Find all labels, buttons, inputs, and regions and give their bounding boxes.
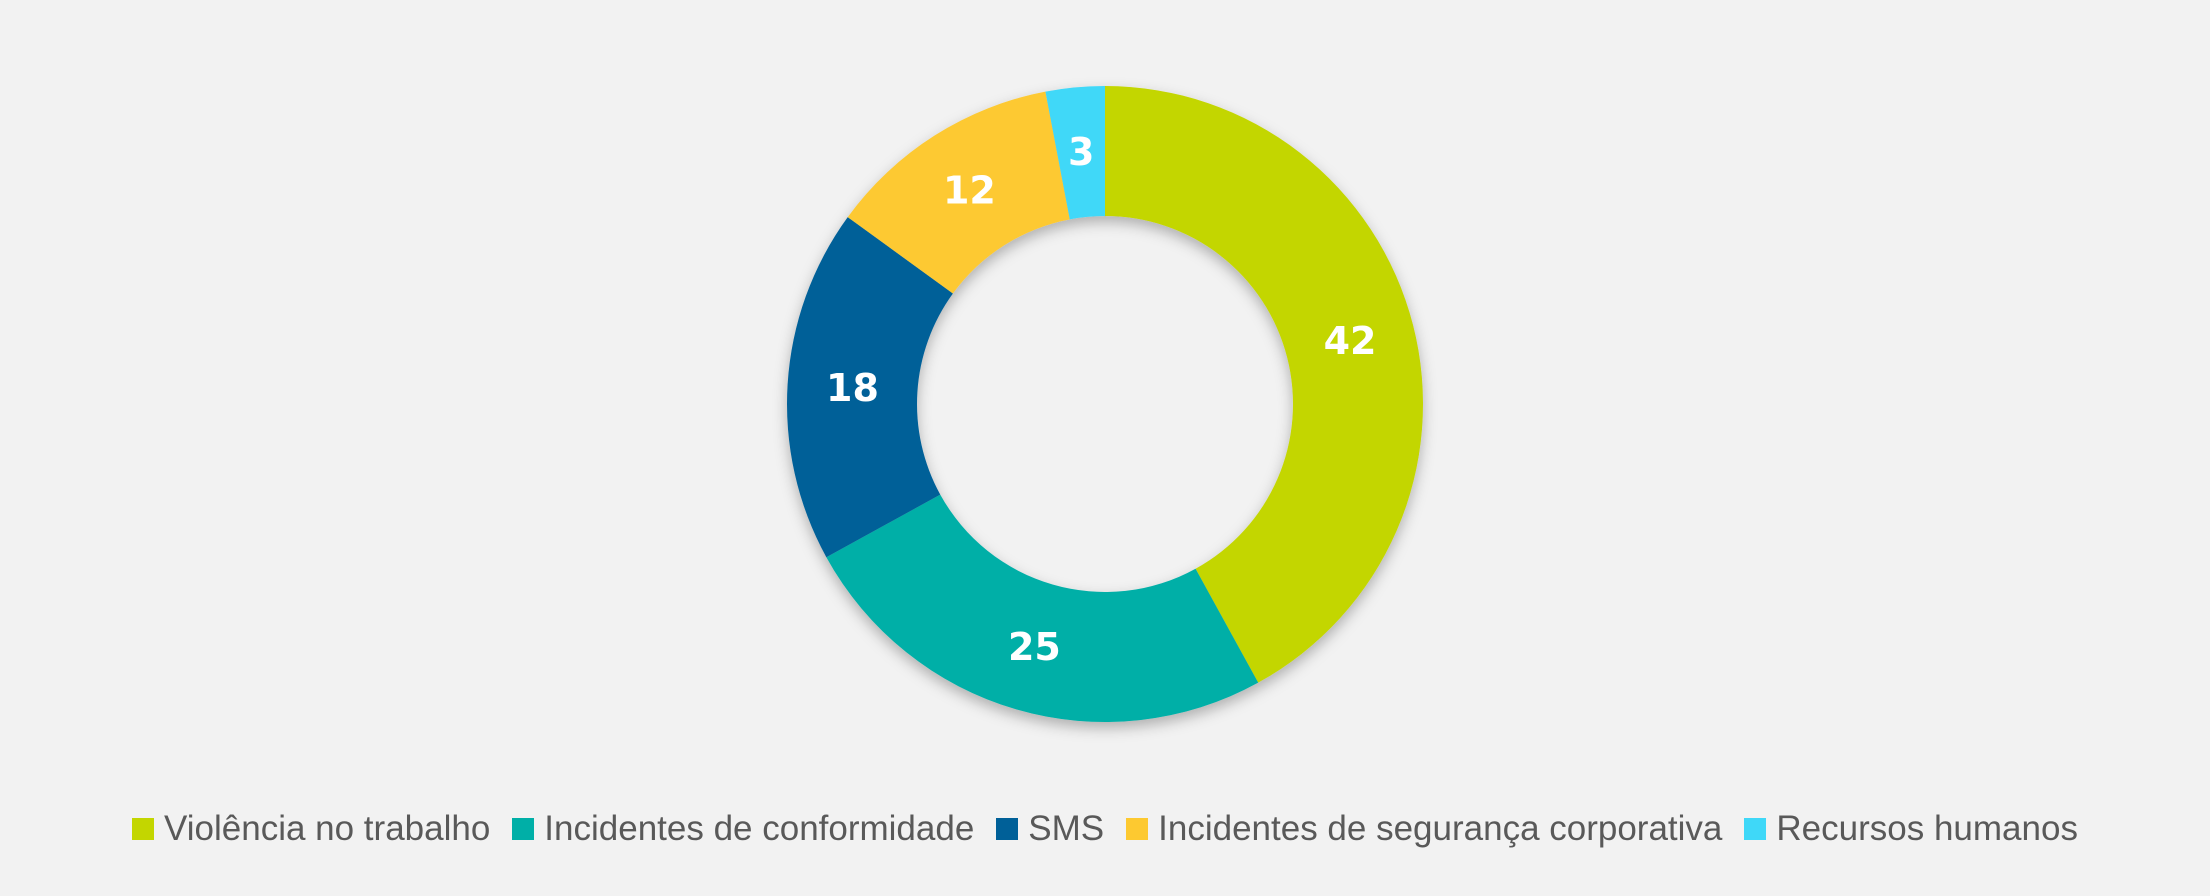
legend: Violência no trabalho Incidentes de confo… [0,804,2210,854]
legend-swatch-3 [1126,818,1149,840]
legend-item-1: Incidentes de conformidade [512,809,974,849]
legend-item-4: Recursos humanos [1744,809,2078,849]
slice-3 [847,91,1070,294]
legend-label-1: Incidentes de conformidade [544,809,975,848]
data-label-3: 12 [943,168,996,212]
legend-label-2: SMS [1028,809,1105,848]
legend-item-2: SMS [996,809,1104,849]
data-label-1: 25 [1008,625,1061,669]
legend-swatch-2 [996,818,1019,840]
data-label-4: 3 [1068,130,1094,174]
legend-item-0: Violência no trabalho [132,809,490,849]
legend-swatch-4 [1744,818,1767,840]
legend-swatch-1 [512,818,535,840]
slice-2 [786,217,953,558]
slice-4 [1045,86,1105,220]
donut-chart-plot: 42 25 18 12 3 [786,86,1423,722]
slice-1 [826,494,1259,722]
legend-label-4: Recursos humanos [1776,809,2078,848]
data-label-0: 42 [1324,319,1377,363]
legend-label-3: Incidentes de segurança corporativa [1158,809,1723,848]
legend-item-3: Incidentes de segurança corporativa [1126,809,1722,849]
legend-swatch-0 [132,818,155,840]
slice-0 [1105,86,1423,683]
slice-group [786,86,1423,722]
data-label-group: 42 25 18 12 3 [826,130,1376,669]
legend-label-0: Violência no trabalho [164,809,491,848]
data-label-2: 18 [826,366,879,410]
